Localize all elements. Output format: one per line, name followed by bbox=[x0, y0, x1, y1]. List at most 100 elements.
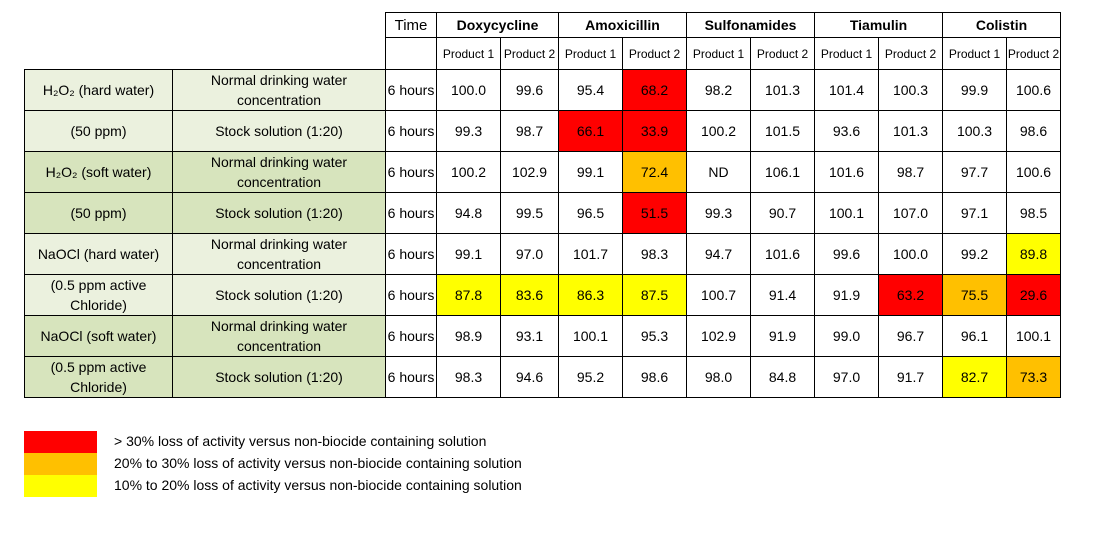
time-cell: 6 hours bbox=[385, 69, 437, 111]
solution-cell: Stock solution (1:20) bbox=[172, 110, 386, 152]
table-row: H₂O₂ (soft water) Normal drinking water c… bbox=[24, 151, 1061, 193]
solution-cell: Stock solution (1:20) bbox=[172, 356, 386, 398]
time-cell: 6 hours bbox=[385, 151, 437, 193]
value-cell: 98.7 bbox=[500, 110, 559, 152]
product-header: Product 1 bbox=[942, 37, 1007, 70]
value-cell: 97.1 bbox=[942, 192, 1007, 234]
time-cell: 6 hours bbox=[385, 110, 437, 152]
value-cell: 97.0 bbox=[814, 356, 879, 398]
value-cell: 101.4 bbox=[814, 69, 879, 111]
value-cell: 84.8 bbox=[750, 356, 815, 398]
product-header: Product 2 bbox=[1006, 37, 1061, 70]
value-cell: 72.4 bbox=[622, 151, 687, 193]
value-cell: 51.5 bbox=[622, 192, 687, 234]
value-cell: 100.2 bbox=[436, 151, 501, 193]
product-header: Product 1 bbox=[686, 37, 751, 70]
solution-cell: Stock solution (1:20) bbox=[172, 274, 386, 316]
value-cell: 82.7 bbox=[942, 356, 1007, 398]
time-cell: 6 hours bbox=[385, 315, 437, 357]
value-cell: 99.0 bbox=[814, 315, 879, 357]
value-cell: 100.1 bbox=[1006, 315, 1061, 357]
solution-cell: Stock solution (1:20) bbox=[172, 192, 386, 234]
legend-text: 10% to 20% loss of activity versus non-b… bbox=[114, 477, 522, 493]
value-cell: 101.7 bbox=[558, 233, 623, 275]
biocide-cell: NaOCl (soft water) bbox=[24, 315, 173, 357]
solution-cell: Normal drinking water concentration bbox=[172, 151, 386, 193]
product-header: Product 1 bbox=[814, 37, 879, 70]
value-cell: 102.9 bbox=[686, 315, 751, 357]
value-cell: 98.0 bbox=[686, 356, 751, 398]
antibiotic-header: Colistin bbox=[942, 12, 1061, 38]
biocide-cell: (0.5 ppm active Chloride) bbox=[24, 356, 173, 398]
table-row: (0.5 ppm active Chloride) Stock solution … bbox=[24, 356, 1061, 398]
value-cell: 66.1 bbox=[558, 110, 623, 152]
value-cell: 99.1 bbox=[558, 151, 623, 193]
value-cell: 94.6 bbox=[500, 356, 559, 398]
value-cell: 101.6 bbox=[814, 151, 879, 193]
time-subheader-empty bbox=[385, 37, 437, 70]
product-header: Product 2 bbox=[750, 37, 815, 70]
legend-swatch bbox=[24, 431, 97, 453]
value-cell: 96.1 bbox=[942, 315, 1007, 357]
value-cell: 98.2 bbox=[686, 69, 751, 111]
value-cell: 91.4 bbox=[750, 274, 815, 316]
value-cell: 87.8 bbox=[436, 274, 501, 316]
antibiotic-header: Doxycycline bbox=[436, 12, 559, 38]
time-cell: 6 hours bbox=[385, 192, 437, 234]
value-cell: 99.3 bbox=[436, 110, 501, 152]
value-cell: 99.5 bbox=[500, 192, 559, 234]
legend-text: > 30% loss of activity versus non-biocid… bbox=[114, 433, 487, 449]
biocide-cell: NaOCl (hard water) bbox=[24, 233, 173, 275]
table-row: (50 ppm) Stock solution (1:20) 6 hours 94.8… bbox=[24, 192, 1061, 234]
value-cell: 96.7 bbox=[878, 315, 943, 357]
value-cell: 99.2 bbox=[942, 233, 1007, 275]
product-header: Product 2 bbox=[878, 37, 943, 70]
value-cell: 94.7 bbox=[686, 233, 751, 275]
value-cell: 98.3 bbox=[622, 233, 687, 275]
value-cell: ND bbox=[686, 151, 751, 193]
value-cell: 100.7 bbox=[686, 274, 751, 316]
legend-item: 20% to 30% loss of activity versus non-b… bbox=[24, 453, 584, 475]
value-cell: 86.3 bbox=[558, 274, 623, 316]
value-cell: 97.7 bbox=[942, 151, 1007, 193]
value-cell: 99.3 bbox=[686, 192, 751, 234]
value-cell: 98.5 bbox=[1006, 192, 1061, 234]
value-cell: 100.2 bbox=[686, 110, 751, 152]
legend-swatch bbox=[24, 453, 97, 475]
value-cell: 100.0 bbox=[436, 69, 501, 111]
value-cell: 100.1 bbox=[558, 315, 623, 357]
value-cell: 99.6 bbox=[500, 69, 559, 111]
time-cell: 6 hours bbox=[385, 356, 437, 398]
value-cell: 93.6 bbox=[814, 110, 879, 152]
value-cell: 33.9 bbox=[622, 110, 687, 152]
value-cell: 29.6 bbox=[1006, 274, 1061, 316]
value-cell: 99.6 bbox=[814, 233, 879, 275]
value-cell: 106.1 bbox=[750, 151, 815, 193]
antibiotic-header: Tiamulin bbox=[814, 12, 943, 38]
solution-cell: Normal drinking water concentration bbox=[172, 69, 386, 111]
antibiotic-header: Sulfonamides bbox=[686, 12, 815, 38]
value-cell: 94.8 bbox=[436, 192, 501, 234]
value-cell: 98.9 bbox=[436, 315, 501, 357]
legend-swatch bbox=[24, 475, 97, 497]
value-cell: 100.1 bbox=[814, 192, 879, 234]
value-cell: 100.3 bbox=[878, 69, 943, 111]
value-cell: 68.2 bbox=[622, 69, 687, 111]
value-cell: 97.0 bbox=[500, 233, 559, 275]
biocide-cell: (0.5 ppm active Chloride) bbox=[24, 274, 173, 316]
value-cell: 63.2 bbox=[878, 274, 943, 316]
value-cell: 101.3 bbox=[878, 110, 943, 152]
value-cell: 87.5 bbox=[622, 274, 687, 316]
legend-item: 10% to 20% loss of activity versus non-b… bbox=[24, 475, 584, 497]
value-cell: 93.1 bbox=[500, 315, 559, 357]
header-row-antibiotics: Time Doxycycline Amoxicillin Sulfonamide… bbox=[24, 12, 1061, 70]
value-cell: 98.3 bbox=[436, 356, 501, 398]
product-header: Product 2 bbox=[500, 37, 559, 70]
value-cell: 91.9 bbox=[750, 315, 815, 357]
product-header: Product 1 bbox=[436, 37, 501, 70]
results-table: Time Doxycycline Amoxicillin Sulfonamide… bbox=[24, 12, 1061, 398]
value-cell: 95.4 bbox=[558, 69, 623, 111]
time-cell: 6 hours bbox=[385, 233, 437, 275]
header-blank bbox=[24, 12, 386, 70]
value-cell: 101.3 bbox=[750, 69, 815, 111]
